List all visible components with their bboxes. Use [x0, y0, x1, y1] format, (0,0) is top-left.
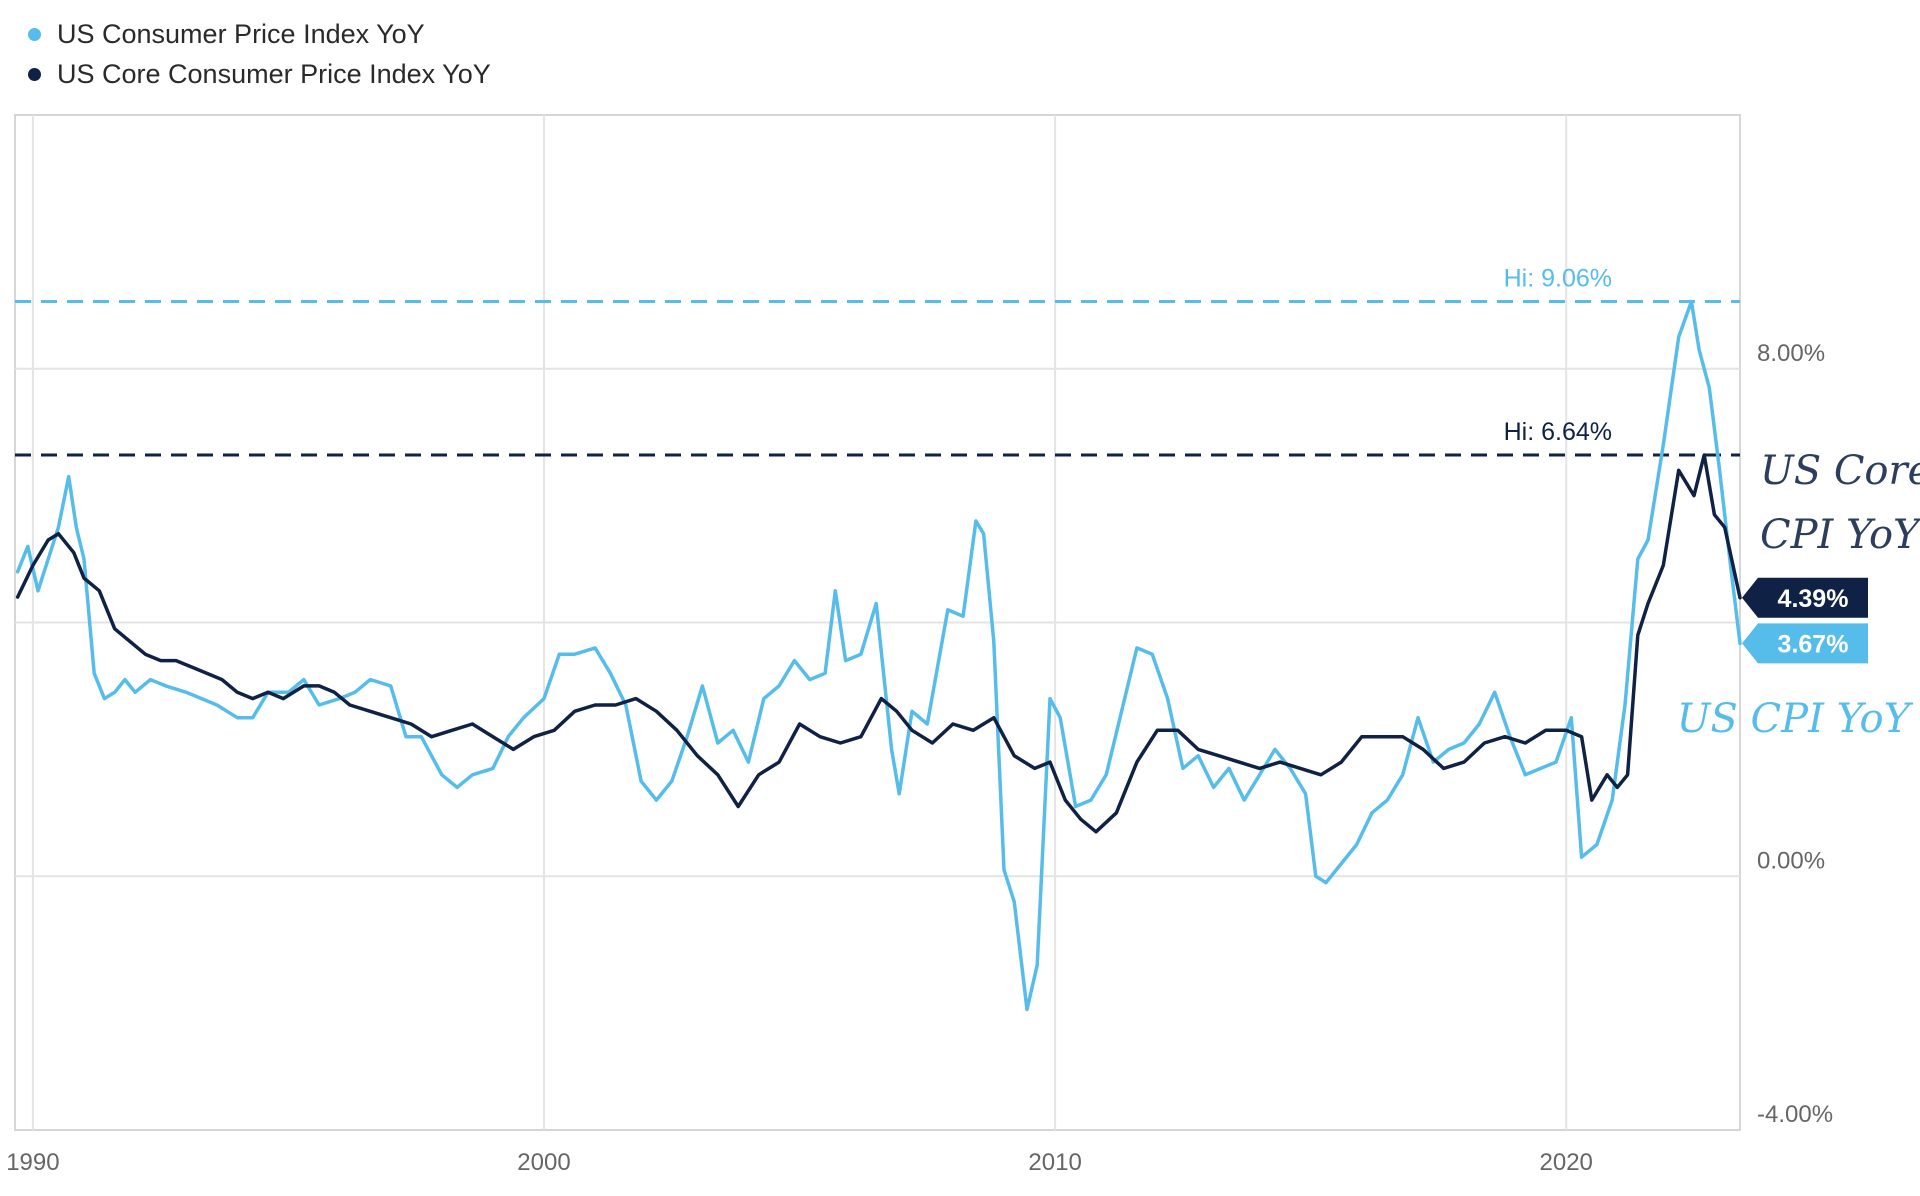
end-badge-0: [1742, 577, 1868, 618]
y-tick: -4.00%: [1757, 1101, 1833, 1128]
x-tick-2020: 2020: [1540, 1149, 1593, 1176]
annotation-core-line-2: CPI YoY: [1760, 512, 1920, 558]
tick-labels: 1990 2000 2010 2020 8.00% 0.00% -4.00%: [6, 340, 1833, 1176]
end-badge-1: [1742, 623, 1868, 664]
x-tick-1990: 1990: [6, 1149, 59, 1176]
x-tick-2000: 2000: [517, 1149, 570, 1176]
series-line-core-cpi: [15, 453, 1742, 834]
reference-label-1: Hi: 6.64%: [1504, 418, 1612, 446]
end-badge-label-0: 4.39%: [1778, 585, 1849, 613]
annotation-cpi: US CPI YoY: [1677, 696, 1914, 742]
end-value-badges: 4.39% 3.67%: [1742, 577, 1868, 664]
legend-item-core-cpi[interactable]: US Core Consumer Price Index YoY: [28, 54, 491, 94]
reference-label-0: Hi: 9.06%: [1504, 265, 1612, 293]
legend-item-cpi[interactable]: US Consumer Price Index YoY: [28, 14, 491, 54]
chart-legend: US Consumer Price Index YoY US Core Cons…: [28, 14, 491, 94]
annotation-core-line-1: US Core: [1760, 448, 1920, 494]
series-line-cpi: [15, 299, 1742, 1012]
y-tick: 8.00%: [1757, 340, 1825, 367]
x-tick-2010: 2010: [1028, 1149, 1081, 1176]
legend-dot-core-cpi: [28, 67, 41, 81]
end-badge-label-1: 3.67%: [1778, 630, 1849, 658]
legend-label-core-cpi: US Core Consumer Price Index YoY: [57, 58, 491, 89]
legend-dot-cpi: [28, 27, 41, 41]
handwritten-annotations: US Core CPI YoY US CPI YoY: [1677, 448, 1920, 742]
legend-label-cpi: US Consumer Price Index YoY: [57, 18, 425, 49]
y-tick: 0.00%: [1757, 847, 1825, 874]
reference-lines: Hi: 9.06% Hi: 6.64%: [15, 265, 1740, 457]
series-lines: [15, 299, 1742, 1012]
